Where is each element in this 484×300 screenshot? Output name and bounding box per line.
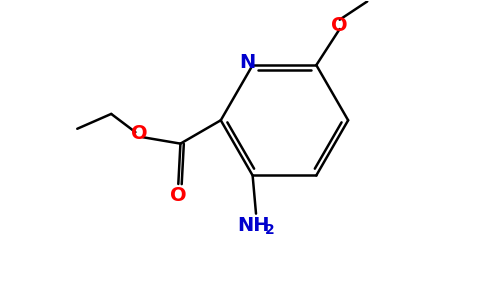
Text: N: N (240, 53, 256, 73)
Text: NH: NH (238, 216, 270, 235)
Text: O: O (332, 16, 348, 35)
Text: O: O (131, 124, 148, 143)
Text: 2: 2 (265, 223, 274, 237)
Text: O: O (170, 186, 187, 206)
